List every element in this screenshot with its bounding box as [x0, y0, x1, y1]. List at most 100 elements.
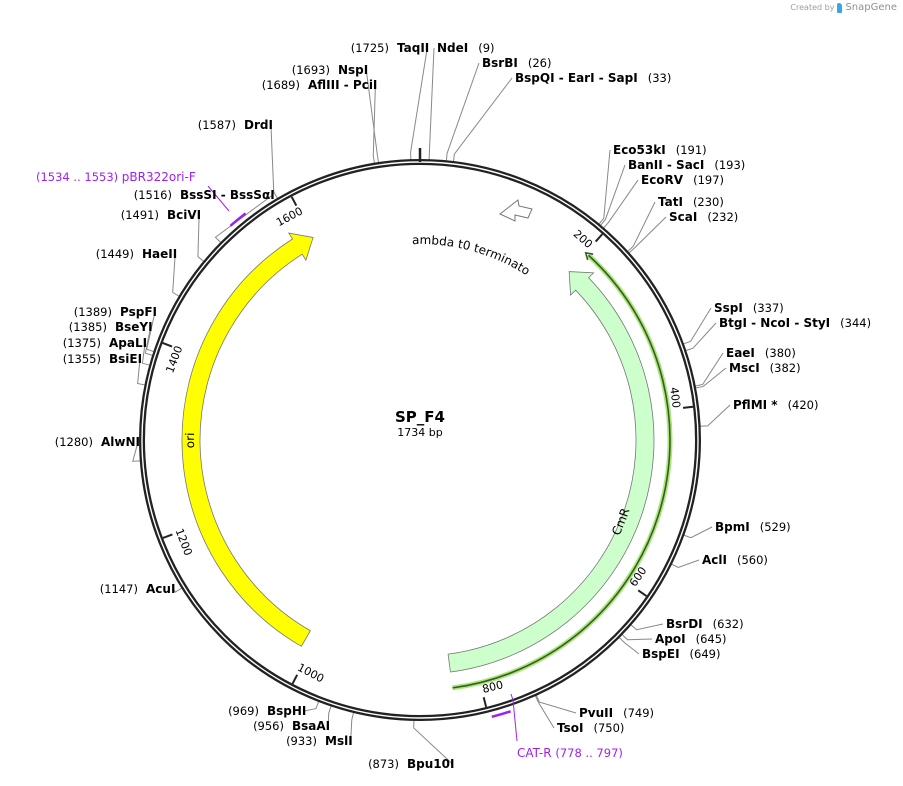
site-label[interactable]: (1280) AlwNI — [55, 435, 140, 449]
site-label[interactable]: BpmI (529) — [715, 520, 791, 534]
site-leader — [621, 633, 653, 641]
backbone-ring — [139, 148, 701, 721]
snapgene-logo-icon — [837, 2, 843, 13]
primer-pbr322ori-f-label[interactable]: (1534 .. 1553) pBR322ori-F — [36, 170, 196, 184]
svg-text:(933)MslI: (933) MslI — [286, 734, 353, 748]
site-label[interactable]: (1389) PspFI — [74, 305, 157, 319]
svg-text:BanII - SacI(193): BanII - SacI (193) — [628, 158, 745, 172]
primer-leader — [207, 185, 230, 212]
site-label[interactable]: BanII - SacI (193) — [628, 158, 745, 172]
site-leader — [618, 636, 640, 655]
feature-cmr-arrow[interactable] — [447, 271, 655, 673]
site-label[interactable]: (1375) ApaLI — [63, 336, 147, 350]
site-leader — [372, 84, 376, 164]
site-label[interactable]: (1689) AflIII - PciI — [262, 78, 378, 92]
site-label[interactable]: (1693) NspI — [292, 63, 369, 77]
site-label[interactable]: (1725) TaqII — [351, 41, 430, 55]
site-label[interactable]: (1355) BsiEI — [63, 352, 142, 366]
site-leader — [197, 214, 205, 263]
site-label[interactable]: BspEI (649) — [642, 647, 720, 661]
site-label[interactable]: BtgI - NcoI - StyI (344) — [719, 316, 871, 330]
site-leader-lines — [132, 47, 731, 765]
plasmid-length: 1734 bp — [397, 426, 442, 439]
tick-label: 200 — [571, 227, 595, 251]
svg-text:NdeI(9): NdeI (9) — [437, 41, 495, 55]
site-label[interactable]: PvuII (749) — [579, 706, 654, 720]
site-label[interactable]: BsrDI (632) — [666, 617, 744, 631]
site-label[interactable]: TsoI (750) — [557, 721, 624, 735]
site-label[interactable]: (873) Bpu10I — [368, 757, 454, 771]
site-leader — [598, 149, 611, 225]
site-label[interactable]: (956) BsaAI — [253, 719, 330, 733]
svg-text:(1689)AflIII - PciI: (1689) AflIII - PciI — [262, 78, 378, 92]
site-label[interactable]: (1385) BseYI — [69, 320, 153, 334]
site-label[interactable]: (969) BspHI — [228, 704, 306, 718]
tick-mark — [482, 696, 488, 708]
site-leader — [327, 705, 332, 727]
svg-text:(1516)BssSI - BssSαI: (1516) BssSI - BssSαI — [134, 188, 275, 202]
tick-mark — [682, 405, 694, 409]
svg-text:PflMI *(420): PflMI * (420) — [733, 398, 819, 412]
site-leader — [670, 559, 700, 568]
credit-prefix: Created by — [790, 3, 835, 12]
site-label[interactable]: EcoRV (197) — [641, 173, 724, 187]
restriction-sites: NdeI (9)BsrBI (26)BspQI - EarI - SapI (33) E… — [55, 41, 871, 771]
site-leader — [144, 326, 154, 357]
site-label[interactable]: (1147) AcuI — [100, 582, 176, 596]
site-label[interactable]: BspQI - EarI - SapI (33) — [515, 71, 671, 85]
site-leader — [694, 352, 724, 387]
tick-mark — [290, 196, 298, 207]
site-label[interactable]: ApoI (645) — [655, 632, 727, 646]
site-label[interactable]: BsrBI (26) — [482, 56, 551, 70]
site-label[interactable]: (1587) DrdI — [198, 118, 273, 132]
feature-lambda-terminator-arrow[interactable] — [499, 199, 533, 222]
site-label[interactable]: ScaI (232) — [669, 210, 738, 224]
tick-label: 1600 — [274, 205, 305, 230]
site-label[interactable]: Eco53kI (191) — [613, 143, 707, 157]
site-label[interactable]: SspI (337) — [714, 301, 784, 315]
feature-ori-arrow[interactable] — [181, 232, 314, 647]
site-leader — [695, 367, 727, 389]
site-leader — [428, 47, 435, 161]
svg-text:EcoRV(197): EcoRV (197) — [641, 173, 724, 187]
tick-label: 1400 — [163, 344, 185, 375]
svg-text:BpmI(529): BpmI (529) — [715, 520, 791, 534]
svg-text:AclI(560): AclI (560) — [702, 553, 768, 567]
primer-cat-r-bar[interactable] — [491, 710, 512, 719]
site-leader — [452, 77, 513, 163]
tick-label: 1200 — [173, 527, 195, 558]
svg-text:TatI(230): TatI (230) — [658, 195, 724, 209]
svg-text:(1375)ApaLI: (1375) ApaLI — [63, 336, 147, 350]
site-label[interactable]: MscI (382) — [729, 361, 801, 375]
site-label[interactable]: (1516) BssSI - BssSαI — [134, 188, 275, 202]
site-label[interactable]: (1491) BciVI — [121, 208, 201, 222]
primer-cat-r-label[interactable]: CAT-R (778 .. 797) — [517, 746, 623, 760]
svg-text:EaeI(380): EaeI (380) — [726, 346, 796, 360]
site-label[interactable]: (1449) HaeII — [96, 247, 177, 261]
svg-text:(1355)BsiEI: (1355) BsiEI — [63, 352, 142, 366]
svg-text:MscI(382): MscI (382) — [729, 361, 801, 375]
site-label[interactable]: EaeI (380) — [726, 346, 796, 360]
svg-text:SspI(337): SspI (337) — [714, 301, 784, 315]
svg-text:PvuII(749): PvuII (749) — [579, 706, 654, 720]
site-leader — [413, 719, 453, 765]
site-label[interactable]: TatI (230) — [658, 195, 724, 209]
primer-leader — [510, 693, 518, 742]
site-label[interactable]: PflMI * (420) — [733, 398, 819, 412]
site-leader — [685, 322, 717, 352]
snapgene-credit: Created by SnapGene — [790, 2, 897, 13]
site-label[interactable]: (933) MslI — [286, 734, 353, 748]
site-leader — [682, 307, 712, 345]
site-label[interactable]: NdeI (9) — [437, 41, 495, 55]
svg-text:(1385)BseYI: (1385) BseYI — [69, 320, 153, 334]
cmr-strand-arrowhead — [584, 251, 594, 261]
site-label[interactable]: AclI (560) — [702, 553, 768, 567]
cmr-strand-line — [452, 254, 671, 689]
site-leader — [270, 124, 279, 200]
site-leader — [626, 201, 656, 253]
site-leader — [445, 62, 480, 162]
svg-text:ApoI(645): ApoI (645) — [655, 632, 727, 646]
primer-pbr322ori-f-bar[interactable] — [229, 212, 247, 227]
site-leader — [146, 311, 156, 353]
